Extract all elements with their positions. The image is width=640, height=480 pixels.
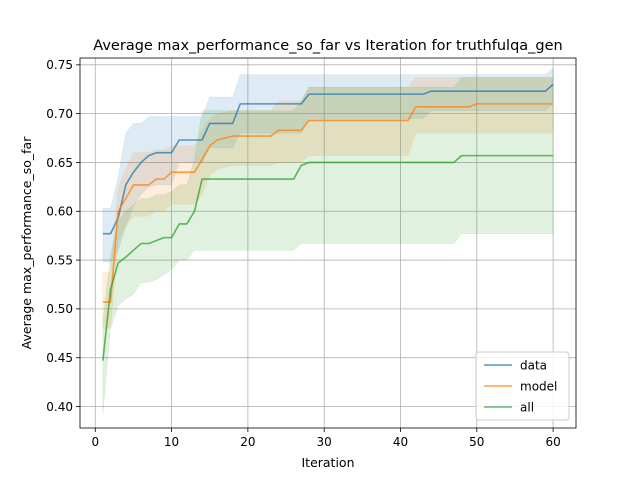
legend-label-data: data [520, 358, 547, 372]
y-tick-label: 0.70 [46, 107, 73, 121]
y-axis-ticks: 0.40 0.45 0.50 0.55 0.60 0.65 0.70 0.75 [46, 58, 80, 414]
plot-frame [79, 57, 577, 429]
x-tick-label: 20 [240, 435, 255, 449]
grid [80, 58, 576, 428]
x-axis-label: Iteration [301, 455, 354, 470]
y-tick-label: 0.65 [46, 156, 73, 170]
series-line-model [102, 103, 554, 303]
y-axis-label: Average max_performance_so_far [19, 136, 34, 350]
legend-label-all: all [520, 400, 534, 414]
y-tick-label: 0.60 [46, 205, 73, 219]
y-tick-label: 0.50 [46, 302, 73, 316]
x-tick-label: 50 [469, 435, 484, 449]
chart-title: Average max_performance_so_far vs Iterat… [93, 38, 562, 54]
y-tick-label: 0.45 [46, 351, 73, 365]
band-model [102, 77, 554, 329]
y-tick-label: 0.40 [46, 400, 73, 414]
legend-label-model: model [520, 379, 557, 393]
x-tick-label: 0 [91, 435, 99, 449]
series-line-data [102, 83, 554, 235]
x-tick-label: 60 [545, 435, 560, 449]
x-axis-ticks: 0 10 20 30 40 50 60 [91, 428, 561, 449]
y-tick-label: 0.55 [46, 253, 73, 267]
x-tick-label: 30 [317, 435, 332, 449]
series-lines [102, 83, 554, 361]
band-all [102, 77, 554, 414]
x-tick-label: 40 [393, 435, 408, 449]
legend-box [475, 351, 570, 421]
y-tick-label: 0.75 [46, 58, 73, 72]
legend: data model all [475, 351, 570, 421]
series-line-all [102, 154, 554, 361]
x-tick-label: 10 [164, 435, 179, 449]
